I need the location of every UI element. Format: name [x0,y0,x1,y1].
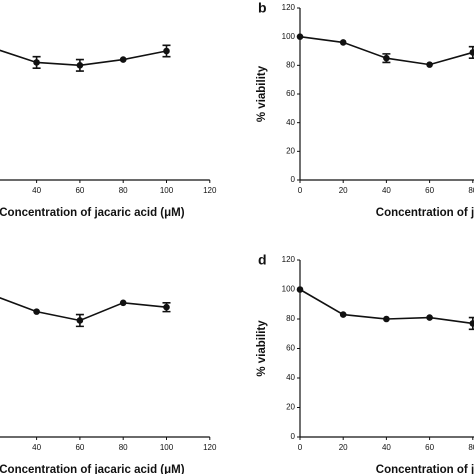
data-point [33,59,40,66]
data-point [339,311,347,318]
y-tick-label: 80 [286,314,295,323]
x-tick-label: 40 [32,186,41,195]
y-tick-label: 100 [282,32,296,41]
x-tick-label: 0 [298,186,303,195]
x-tick-label: 80 [468,186,474,195]
data-point [296,286,304,293]
x-tick-label: 0 [298,443,303,452]
data-point [339,39,347,46]
data-point [426,314,433,321]
data-point [163,303,170,311]
data-point [119,56,127,63]
y-tick-label: 100 [282,285,296,294]
x-tick-label: 120 [203,186,217,195]
x-tick-label: 100 [160,443,174,452]
x-tick-label: 60 [425,186,434,195]
x-tick-label: 80 [468,443,474,452]
x-tick-label: 40 [382,186,391,195]
x-tick-label: 80 [119,443,128,452]
data-point [33,308,40,315]
x-tick-label: 60 [75,186,84,195]
x-axis-label: Concentration of jacaric acid (μM) [0,464,185,474]
panel-label: b [258,0,267,16]
data-line [0,49,167,67]
y-tick-label: 60 [286,344,295,353]
x-tick-label: 20 [339,443,348,452]
x-tick-label: 80 [119,186,128,195]
x-tick-label: 20 [339,186,348,195]
x-tick-label: 60 [75,443,84,452]
y-tick-label: 80 [286,60,295,69]
data-point [383,54,390,62]
data-point [426,61,433,68]
y-tick-label: 120 [282,255,296,264]
x-tick-label: 100 [160,186,174,195]
data-point [296,33,304,40]
x-axis-label: Concentration of jacaric [376,207,474,219]
x-tick-label: 40 [382,443,391,452]
data-point [76,317,84,324]
data-point [383,315,390,323]
y-tick-label: 120 [282,3,296,12]
y-tick-label: 40 [286,373,295,382]
y-tick-label: 20 [286,403,295,412]
x-tick-label: 40 [32,443,41,452]
data-point [163,47,170,55]
x-axis-label: Concentration of jacaric acid (μM) [0,207,185,219]
x-tick-label: 60 [425,443,434,452]
y-axis-label: % viability [256,65,268,122]
data-point [469,49,474,56]
y-tick-label: 0 [291,175,296,184]
y-tick-label: 20 [286,146,295,155]
y-axis-label: % viability [256,320,268,377]
data-point [119,299,127,307]
data-point [76,62,84,69]
data-point [469,320,474,327]
y-tick-label: 0 [291,432,296,441]
data-line [0,297,167,322]
y-tick-label: 60 [286,89,295,98]
panel-label: d [258,252,267,268]
y-tick-label: 40 [286,118,295,127]
x-tick-label: 120 [203,443,217,452]
x-axis-label: Concentration of jacaric [376,464,474,474]
